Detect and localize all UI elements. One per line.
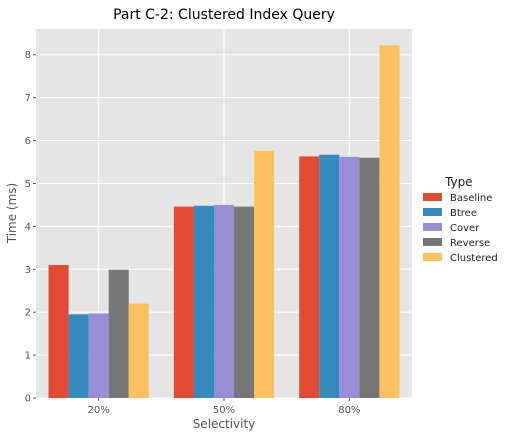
x-tick-label: 50%: [213, 405, 235, 416]
legend-swatch-btree: [423, 208, 442, 216]
legend-label-clustered: Clustered: [450, 253, 498, 264]
legend-swatch-baseline: [423, 193, 442, 201]
bar-reverse-0: [108, 269, 129, 398]
legend-swatch-reverse: [423, 238, 442, 246]
y-tick-label: 0: [25, 394, 31, 405]
y-axis-label: Time (ms): [5, 183, 19, 245]
legend-label-reverse: Reverse: [450, 238, 490, 249]
x-tick-label: 80%: [338, 405, 360, 416]
legend-title: Type: [444, 175, 473, 189]
y-tick-label: 1: [25, 351, 31, 362]
bar-baseline-2: [299, 156, 320, 398]
bar-cover-2: [339, 156, 360, 398]
bar-reverse-2: [359, 157, 380, 398]
bar-reverse-1: [234, 206, 255, 398]
bars: [48, 45, 400, 398]
y-tick-label: 5: [25, 179, 31, 190]
y-tick-label: 2: [25, 308, 31, 319]
y-tick-label: 7: [25, 93, 31, 104]
y-ticks: 0 1 2 3 4 5 6 7 8: [25, 50, 36, 405]
legend-swatch-cover: [423, 223, 442, 231]
legend-label-btree: Btree: [450, 208, 477, 219]
x-axis-label: Selectivity: [193, 417, 256, 431]
bar-cover-1: [213, 204, 235, 398]
legend-label-baseline: Baseline: [450, 193, 492, 204]
bar-baseline-1: [173, 206, 194, 398]
y-tick-label: 8: [25, 50, 31, 61]
x-tick-label: 20%: [88, 405, 110, 416]
bar-btree-2: [319, 154, 340, 398]
chart-title: Part C-2: Clustered Index Query: [113, 7, 335, 23]
bar-clustered-0: [128, 303, 149, 398]
legend: Type Baseline Btree Cover Reverse Clustered: [423, 175, 498, 264]
legend-swatch-clustered: [423, 253, 442, 261]
bar-baseline-0: [48, 264, 69, 398]
x-ticks: 20% 50% 80%: [88, 398, 360, 416]
y-tick-label: 3: [25, 265, 31, 276]
y-tick-label: 4: [25, 222, 31, 233]
y-tick-label: 6: [25, 136, 31, 147]
bar-cover-0: [88, 313, 109, 398]
bar-clustered-1: [254, 150, 275, 398]
bar-btree-1: [193, 205, 214, 398]
legend-label-cover: Cover: [450, 223, 480, 234]
bar-clustered-2: [379, 45, 400, 398]
bar-btree-0: [68, 314, 89, 398]
